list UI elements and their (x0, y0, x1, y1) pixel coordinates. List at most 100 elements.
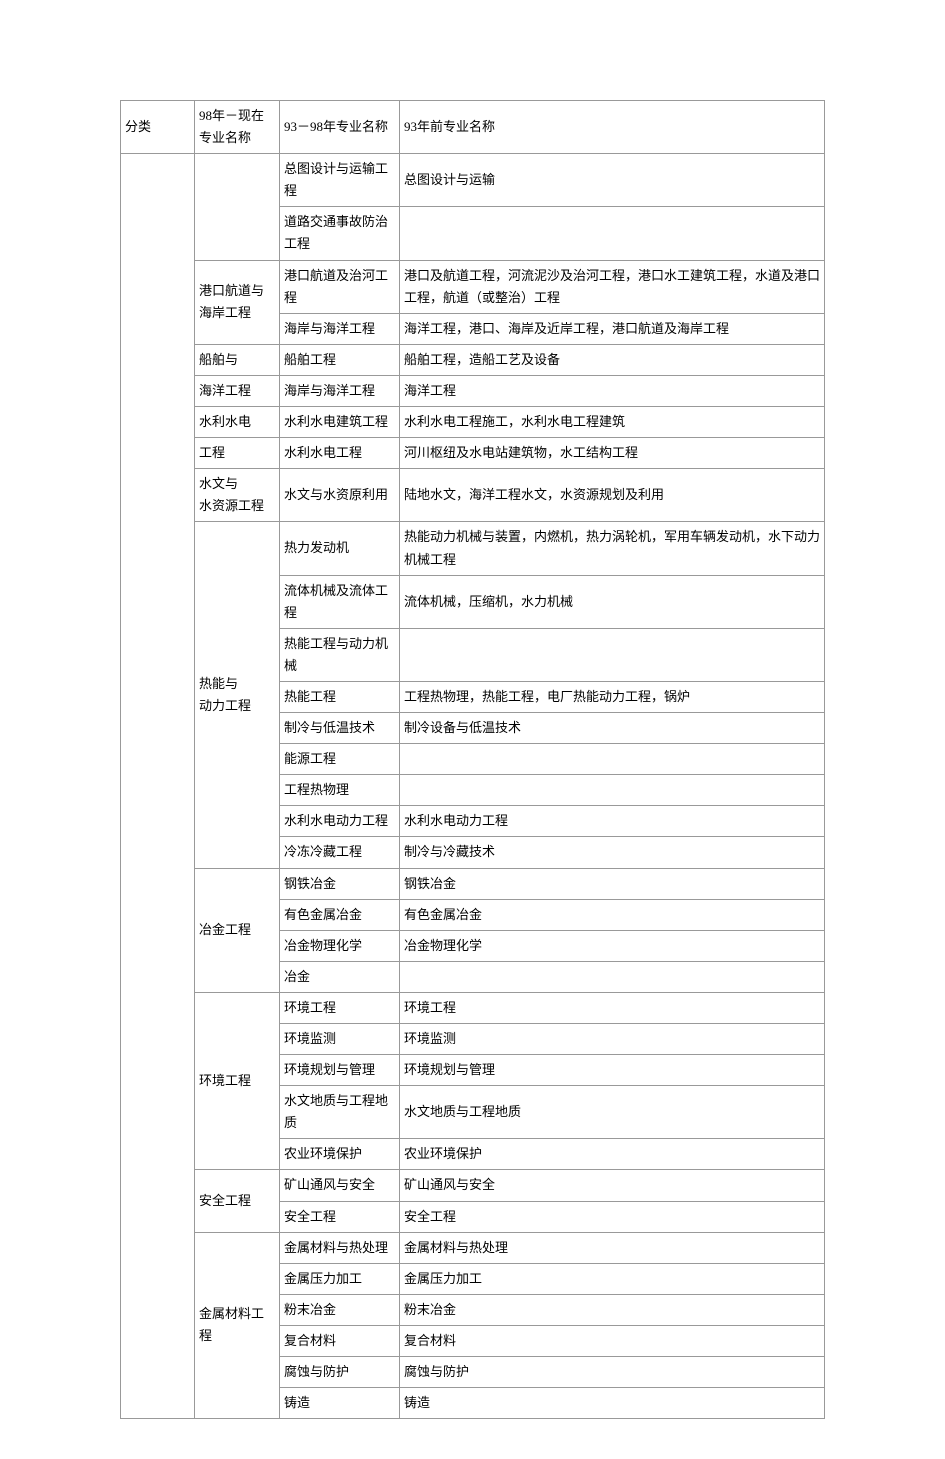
cell-93-98: 水文与水资原利用 (280, 469, 400, 522)
cell-pre93: 金属压力加工 (400, 1263, 825, 1294)
cell-pre93: 有色金属冶金 (400, 899, 825, 930)
cell-pre93: 制冷与冷藏技术 (400, 837, 825, 868)
cell-pre93: 腐蚀与防护 (400, 1357, 825, 1388)
cell-pre93: 钢铁冶金 (400, 868, 825, 899)
cell-93-98: 复合材料 (280, 1325, 400, 1356)
cell-93-98: 冶金物理化学 (280, 930, 400, 961)
header-pre93: 93年前专业名称 (400, 101, 825, 154)
header-now: 98年－现在专业名称 (195, 101, 280, 154)
cell-93-98: 冶金 (280, 961, 400, 992)
cell-pre93: 海洋工程，港口、海岸及近岸工程，港口航道及海岸工程 (400, 313, 825, 344)
cell-now: 水利水电 (195, 407, 280, 438)
header-93-98: 93－98年专业名称 (280, 101, 400, 154)
table-row: 热能与动力工程 热力发动机 热能动力机械与装置，内燃机，热力涡轮机，军用车辆发动… (121, 522, 825, 575)
table-row: 总图设计与运输工程 总图设计与运输 (121, 154, 825, 207)
cell-93-98: 粉末冶金 (280, 1294, 400, 1325)
cell-93-98: 能源工程 (280, 744, 400, 775)
cell-pre93: 复合材料 (400, 1325, 825, 1356)
cell-now: 冶金工程 (195, 868, 280, 992)
table-row: 安全工程 矿山通风与安全 矿山通风与安全 (121, 1170, 825, 1201)
cell-now: 港口航道与海岸工程 (195, 260, 280, 344)
cell-93-98: 热力发动机 (280, 522, 400, 575)
cell-category (121, 154, 195, 1419)
cell-93-98: 制冷与低温技术 (280, 713, 400, 744)
table-row: 船舶与 船舶工程 船舶工程，造船工艺及设备 (121, 344, 825, 375)
cell-pre93: 农业环境保护 (400, 1139, 825, 1170)
cell-pre93: 环境监测 (400, 1024, 825, 1055)
cell-93-98: 金属压力加工 (280, 1263, 400, 1294)
cell-pre93 (400, 961, 825, 992)
cell-pre93: 制冷设备与低温技术 (400, 713, 825, 744)
cell-93-98: 水利水电工程 (280, 438, 400, 469)
cell-pre93: 热能动力机械与装置，内燃机，热力涡轮机，军用车辆发动机，水下动力机械工程 (400, 522, 825, 575)
cell-pre93: 海洋工程 (400, 375, 825, 406)
cell-93-98: 有色金属冶金 (280, 899, 400, 930)
cell-pre93: 水文地质与工程地质 (400, 1086, 825, 1139)
cell-pre93: 总图设计与运输 (400, 154, 825, 207)
cell-93-98: 港口航道及治河工程 (280, 260, 400, 313)
cell-now: 金属材料工程 (195, 1232, 280, 1419)
table-row: 水文与水资源工程 水文与水资原利用 陆地水文，海洋工程水文，水资源规划及利用 (121, 469, 825, 522)
cell-93-98: 农业环境保护 (280, 1139, 400, 1170)
cell-93-98: 环境规划与管理 (280, 1055, 400, 1086)
cell-pre93 (400, 775, 825, 806)
cell-93-98: 水文地质与工程地质 (280, 1086, 400, 1139)
cell-pre93: 水利水电工程施工，水利水电工程建筑 (400, 407, 825, 438)
cell-pre93: 流体机械，压缩机，水力机械 (400, 575, 825, 628)
cell-now: 船舶与 (195, 344, 280, 375)
cell-pre93: 港口及航道工程，河流泥沙及治河工程，港口水工建筑工程，水道及港口工程，航道（或整… (400, 260, 825, 313)
cell-93-98: 船舶工程 (280, 344, 400, 375)
majors-table: 分类 98年－现在专业名称 93－98年专业名称 93年前专业名称 总图设计与运… (120, 100, 825, 1419)
table-row: 工程 水利水电工程 河川枢纽及水电站建筑物，水工结构工程 (121, 438, 825, 469)
cell-93-98: 总图设计与运输工程 (280, 154, 400, 207)
cell-pre93: 铸造 (400, 1388, 825, 1419)
table-row: 港口航道与海岸工程 港口航道及治河工程 港口及航道工程，河流泥沙及治河工程，港口… (121, 260, 825, 313)
cell-pre93: 河川枢纽及水电站建筑物，水工结构工程 (400, 438, 825, 469)
cell-pre93: 船舶工程，造船工艺及设备 (400, 344, 825, 375)
cell-93-98: 冷冻冷藏工程 (280, 837, 400, 868)
cell-93-98: 安全工程 (280, 1201, 400, 1232)
cell-pre93: 环境工程 (400, 992, 825, 1023)
cell-pre93: 安全工程 (400, 1201, 825, 1232)
cell-93-98: 环境监测 (280, 1024, 400, 1055)
cell-93-98: 环境工程 (280, 992, 400, 1023)
table-row: 金属材料工程 金属材料与热处理 金属材料与热处理 (121, 1232, 825, 1263)
table-row: 海洋工程 海岸与海洋工程 海洋工程 (121, 375, 825, 406)
table-row: 环境工程 环境工程 环境工程 (121, 992, 825, 1023)
cell-pre93: 金属材料与热处理 (400, 1232, 825, 1263)
cell-93-98: 热能工程与动力机械 (280, 628, 400, 681)
cell-93-98: 水利水电建筑工程 (280, 407, 400, 438)
cell-93-98: 腐蚀与防护 (280, 1357, 400, 1388)
cell-now: 海洋工程 (195, 375, 280, 406)
cell-pre93: 陆地水文，海洋工程水文，水资源规划及利用 (400, 469, 825, 522)
cell-93-98: 铸造 (280, 1388, 400, 1419)
cell-93-98: 热能工程 (280, 681, 400, 712)
cell-now (195, 154, 280, 260)
cell-now: 热能与动力工程 (195, 522, 280, 868)
header-category: 分类 (121, 101, 195, 154)
cell-93-98: 海岸与海洋工程 (280, 375, 400, 406)
cell-93-98: 道路交通事故防治工程 (280, 207, 400, 260)
cell-93-98: 矿山通风与安全 (280, 1170, 400, 1201)
cell-pre93 (400, 628, 825, 681)
cell-93-98: 水利水电动力工程 (280, 806, 400, 837)
cell-pre93: 矿山通风与安全 (400, 1170, 825, 1201)
cell-pre93: 工程热物理，热能工程，电厂热能动力工程，锅炉 (400, 681, 825, 712)
table-row: 冶金工程 钢铁冶金 钢铁冶金 (121, 868, 825, 899)
cell-pre93: 粉末冶金 (400, 1294, 825, 1325)
cell-now: 水文与水资源工程 (195, 469, 280, 522)
cell-93-98: 流体机械及流体工程 (280, 575, 400, 628)
table-header-row: 分类 98年－现在专业名称 93－98年专业名称 93年前专业名称 (121, 101, 825, 154)
cell-pre93: 水利水电动力工程 (400, 806, 825, 837)
cell-93-98: 钢铁冶金 (280, 868, 400, 899)
cell-93-98: 金属材料与热处理 (280, 1232, 400, 1263)
cell-93-98: 海岸与海洋工程 (280, 313, 400, 344)
table-row: 水利水电 水利水电建筑工程 水利水电工程施工，水利水电工程建筑 (121, 407, 825, 438)
cell-pre93: 冶金物理化学 (400, 930, 825, 961)
cell-now: 环境工程 (195, 992, 280, 1170)
cell-now: 安全工程 (195, 1170, 280, 1232)
cell-now: 工程 (195, 438, 280, 469)
cell-93-98: 工程热物理 (280, 775, 400, 806)
cell-pre93 (400, 207, 825, 260)
cell-pre93: 环境规划与管理 (400, 1055, 825, 1086)
